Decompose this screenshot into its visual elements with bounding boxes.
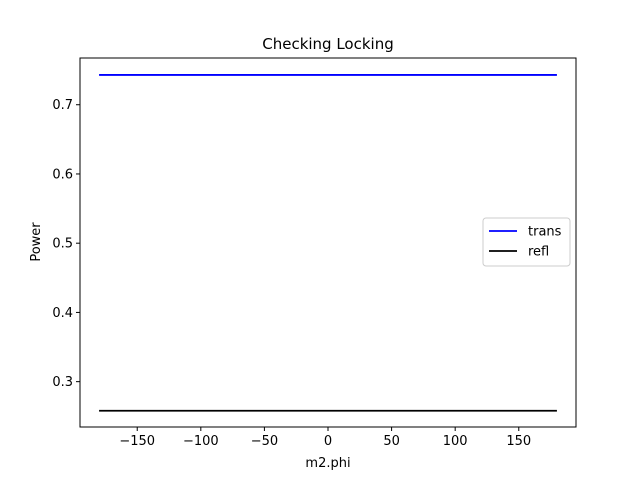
y-tick-label: 0.4: [52, 306, 73, 321]
x-tick-label: 0: [324, 434, 332, 449]
legend: trans refl: [482, 217, 571, 267]
x-tick-label: −100: [183, 434, 219, 449]
x-tick-label: −50: [251, 434, 278, 449]
legend-label-refl: refl: [528, 245, 549, 260]
x-tick-label: −150: [119, 434, 155, 449]
y-axis-label: Power: [29, 222, 44, 262]
plot-area: −150 −100 −50 0 50 100 150 0.3 0.4 0.5 0.6 0.7: [52, 57, 577, 449]
legend-box: [482, 217, 571, 267]
y-tick-label: 0.5: [52, 237, 73, 252]
x-axis-ticks: −150 −100 −50 0 50 100 150: [119, 427, 531, 449]
x-tick-label: 150: [506, 434, 531, 449]
y-tick-label: 0.7: [52, 98, 73, 113]
series-layer: [99, 74, 557, 412]
x-axis-label: m2.phi: [305, 456, 350, 471]
chart-title: Checking Locking: [262, 35, 394, 53]
y-tick-label: 0.6: [52, 167, 73, 182]
legend-label-trans: trans: [528, 225, 562, 240]
x-tick-label: 100: [443, 434, 468, 449]
y-axis-ticks: 0.3 0.4 0.5 0.6 0.7: [52, 98, 80, 390]
y-tick-label: 0.3: [52, 375, 73, 390]
x-tick-label: 50: [383, 434, 400, 449]
